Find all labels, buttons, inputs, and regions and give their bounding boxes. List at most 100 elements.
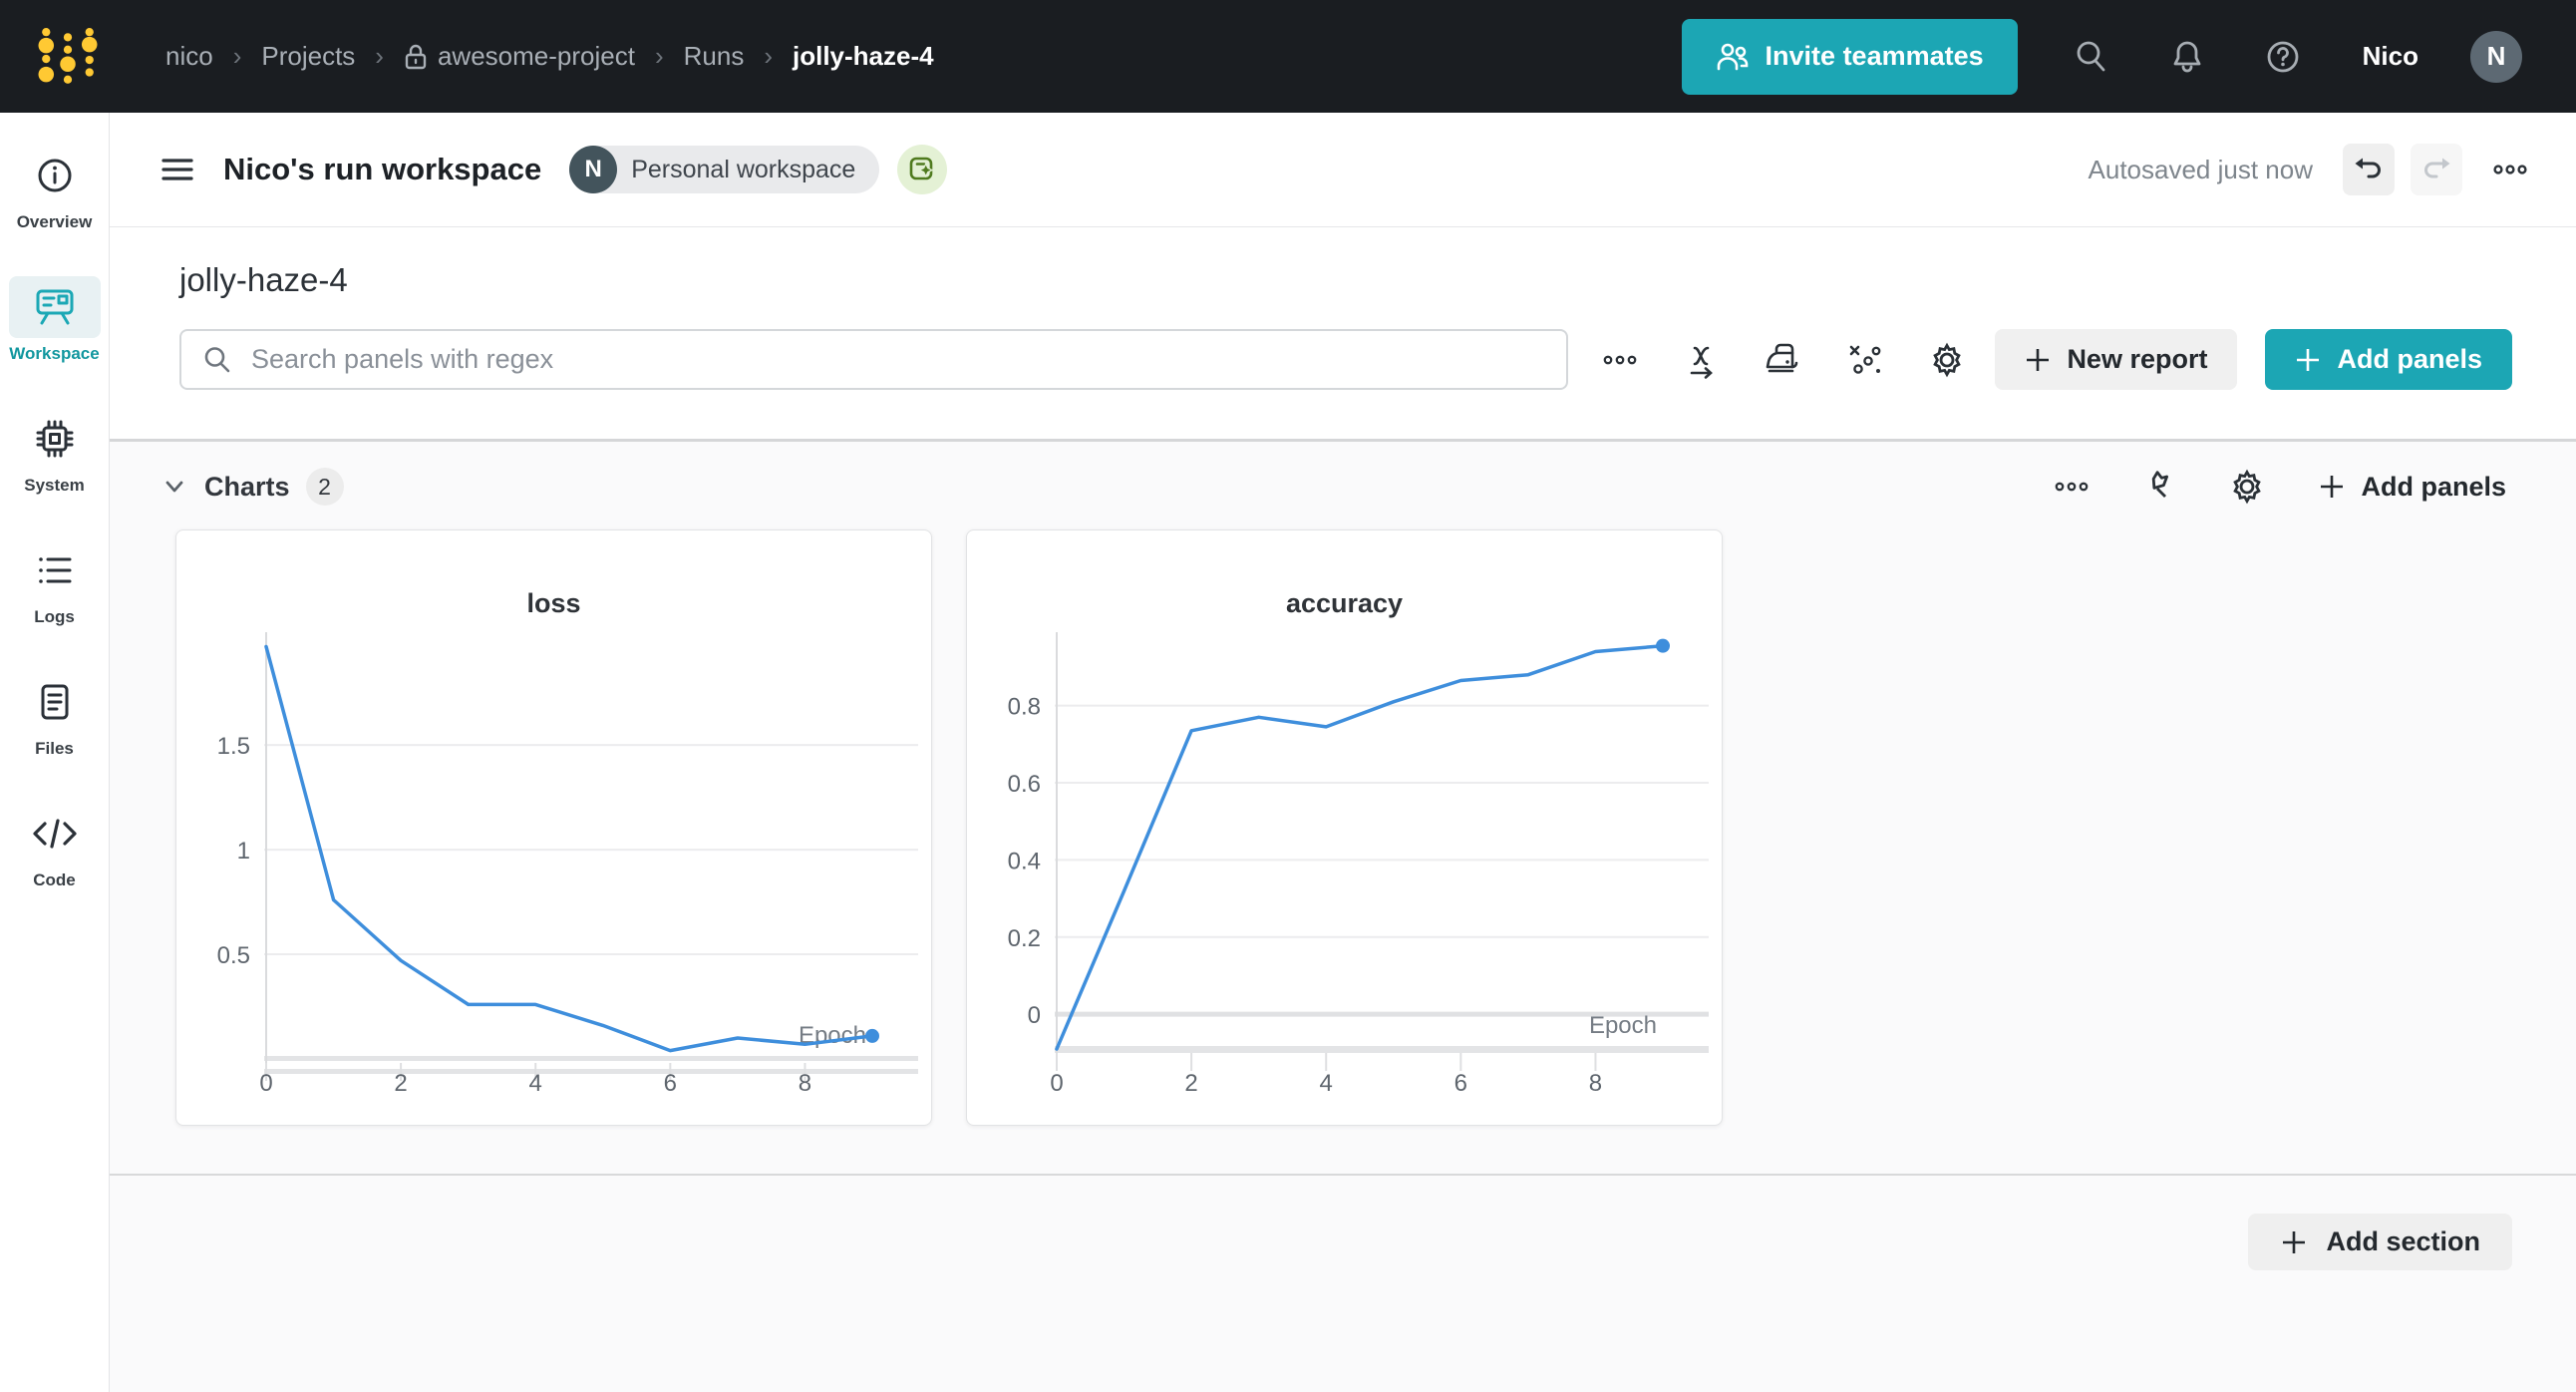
svg-text:0: 0 — [259, 1070, 272, 1097]
section-add-panels-button[interactable]: Add panels — [2313, 471, 2512, 504]
svg-text:0.4: 0.4 — [1008, 848, 1041, 874]
overflow-icon[interactable] — [2484, 144, 2536, 195]
workspace-badge-initial: N — [569, 146, 618, 193]
sidebar-item-label: Code — [33, 870, 76, 889]
outliers-scatter-icon[interactable] — [1843, 338, 1887, 382]
search-icon[interactable] — [2070, 35, 2113, 79]
invite-teammates-label: Invite teammates — [1765, 41, 1984, 71]
overflow-icon[interactable] — [2050, 465, 2093, 509]
charts-section-title: Charts — [204, 471, 290, 502]
breadcrumb: nico › Projects › awesome-project › Runs… — [165, 41, 1682, 72]
breadcrumb-project-label: awesome-project — [437, 41, 635, 71]
avatar[interactable]: N — [2470, 30, 2522, 83]
breadcrumb-separator: › — [654, 41, 664, 71]
sidebar-item-code[interactable]: Code — [5, 803, 105, 890]
svg-text:0: 0 — [1028, 1002, 1041, 1029]
bottom-band: Add section — [110, 1174, 2576, 1392]
workspace-header: Nico's run workspace N Personal workspac… — [110, 113, 2576, 227]
add-panels-button[interactable]: Add panels — [2265, 329, 2512, 390]
add-section-label: Add section — [2326, 1226, 2480, 1256]
user-name[interactable]: Nico — [2362, 41, 2418, 71]
sidebar-item-system[interactable]: System — [5, 408, 105, 496]
breadcrumb-separator: › — [764, 41, 773, 71]
smoothing-iron-icon[interactable] — [1762, 338, 1805, 382]
autosave-status: Autosaved just now — [2088, 154, 2313, 184]
accuracy-chart-card[interactable]: 0 0.2 0.4 0.6 0.8 0 2 4 6 8 Epoch accuracy — [966, 529, 1723, 1126]
invite-teammates-button[interactable]: Invite teammates — [1681, 18, 2018, 95]
svg-text:0.6: 0.6 — [1008, 771, 1041, 798]
add-section-button[interactable]: Add section — [2248, 1214, 2512, 1270]
workspace-board-icon — [8, 276, 101, 338]
svg-text:0.2: 0.2 — [1008, 925, 1041, 952]
svg-text:0.8: 0.8 — [1008, 694, 1041, 721]
workspace-badge-label: Personal workspace — [631, 155, 856, 183]
help-icon[interactable] — [2261, 35, 2305, 79]
panel-search-input[interactable] — [249, 343, 1547, 376]
plus-icon — [2321, 476, 2344, 498]
sidebar-item-label: Overview — [16, 212, 93, 231]
svg-text:8: 8 — [1589, 1070, 1602, 1097]
run-title: jolly-haze-4 — [179, 261, 348, 298]
lock-icon — [405, 44, 427, 69]
chevron-down-icon[interactable] — [157, 469, 192, 505]
bell-icon[interactable] — [2165, 35, 2209, 79]
breadcrumb-run-name[interactable]: jolly-haze-4 — [793, 41, 934, 71]
svg-text:loss: loss — [526, 588, 580, 618]
auto-panel-sparkle-icon[interactable] — [897, 145, 948, 194]
top-navbar: nico › Projects › awesome-project › Runs… — [0, 0, 2576, 113]
svg-text:0: 0 — [1050, 1070, 1063, 1097]
settings-gear-icon[interactable] — [2225, 465, 2269, 509]
sidebar-item-files[interactable]: Files — [5, 671, 105, 759]
main-content: Nico's run workspace N Personal workspac… — [110, 113, 2576, 1392]
sidebar-item-label: Workspace — [9, 344, 100, 363]
add-panels-label: Add panels — [2337, 344, 2482, 374]
svg-text:Epoch: Epoch — [1589, 1012, 1657, 1039]
settings-gear-icon[interactable] — [1925, 338, 1969, 382]
undo-icon[interactable] — [2343, 144, 2395, 195]
plus-icon — [2027, 348, 2050, 371]
personal-workspace-badge[interactable]: N Personal workspace — [569, 146, 880, 193]
sidebar-item-label: Files — [35, 739, 74, 758]
breadcrumb-projects[interactable]: Projects — [261, 41, 356, 71]
run-sidebar: Overview Workspace System Logs — [0, 113, 110, 1392]
charts-section-header: Charts 2 Add p — [157, 458, 2512, 516]
svg-text:0.5: 0.5 — [217, 942, 250, 969]
redo-icon[interactable] — [2411, 144, 2462, 195]
loss-chart-card[interactable]: 0.5 1 1.5 0 2 4 6 8 Epoch loss — [175, 529, 932, 1126]
workspace-header-right: Autosaved just now — [2089, 144, 2536, 195]
navbar-right: Invite teammates Nico N — [1681, 18, 2522, 95]
svg-text:accuracy: accuracy — [1286, 588, 1403, 618]
svg-text:6: 6 — [664, 1070, 677, 1097]
accuracy-chart[interactable]: 0 0.2 0.4 0.6 0.8 0 2 4 6 8 Epoch accuracy — [967, 530, 1722, 1125]
sidebar-item-label: Logs — [34, 607, 75, 626]
breadcrumb-entity[interactable]: nico — [165, 41, 213, 71]
plus-icon — [2283, 1230, 2306, 1253]
panel-search[interactable] — [179, 329, 1569, 390]
sidebar-item-overview[interactable]: Overview — [5, 145, 105, 232]
svg-text:2: 2 — [394, 1070, 407, 1097]
svg-text:1: 1 — [237, 838, 250, 865]
panel-toolbar: New report Add panels — [179, 329, 2512, 390]
code-icon — [9, 803, 101, 865]
svg-text:1.5: 1.5 — [217, 733, 250, 760]
sidebar-item-workspace[interactable]: Workspace — [5, 276, 105, 364]
new-report-label: New report — [2067, 344, 2208, 374]
new-report-button[interactable]: New report — [1995, 329, 2238, 390]
svg-text:8: 8 — [799, 1070, 811, 1097]
info-circle-icon — [9, 145, 101, 206]
overflow-icon[interactable] — [1598, 338, 1642, 382]
charts-count-badge: 2 — [305, 468, 344, 506]
breadcrumb-runs[interactable]: Runs — [683, 41, 745, 71]
sidebar-item-logs[interactable]: Logs — [5, 539, 105, 627]
charts-section-actions: Add panels — [2050, 465, 2512, 509]
pin-icon[interactable] — [2137, 465, 2181, 509]
search-icon — [204, 346, 230, 372]
x-axis-icon[interactable] — [1680, 338, 1724, 382]
sidebar-item-label: System — [24, 476, 85, 495]
list-icon — [9, 539, 101, 601]
wandb-logo-icon[interactable] — [38, 21, 98, 93]
breadcrumb-project[interactable]: awesome-project — [404, 41, 635, 72]
hamburger-icon[interactable] — [156, 148, 199, 191]
